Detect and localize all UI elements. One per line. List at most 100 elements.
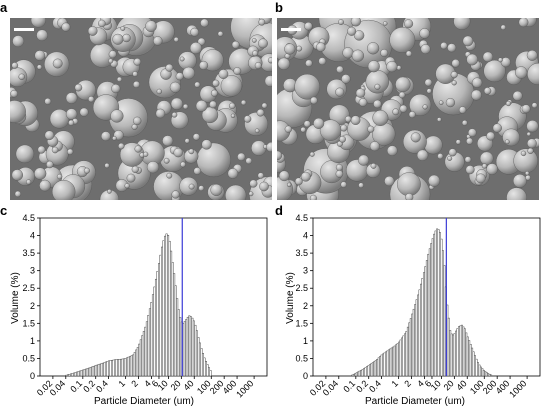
- histogram-bar: [92, 365, 95, 377]
- histogram-bar: [114, 359, 117, 377]
- sem-particle: [15, 144, 35, 164]
- histogram-bar: [195, 330, 198, 377]
- sem-particle: [112, 135, 117, 141]
- histogram-bar: [106, 361, 109, 377]
- sem-particle: [461, 120, 468, 126]
- sem-particle: [67, 148, 74, 155]
- sem-particle: [380, 49, 389, 58]
- histogram-bar: [111, 360, 113, 377]
- sem-particle: [428, 174, 441, 187]
- x-tick-label: 2: [129, 378, 140, 389]
- sem-particle: [12, 35, 25, 48]
- sem-particle: [465, 165, 475, 175]
- sem-particle: [170, 97, 184, 110]
- sem-particle: [277, 57, 291, 70]
- sem-particle: [14, 190, 22, 198]
- sem-particle: [351, 49, 365, 62]
- sem-particle: [111, 83, 121, 94]
- sem-particle: [240, 99, 247, 106]
- sem-particle: [46, 160, 54, 169]
- sem-particle: [284, 125, 292, 133]
- sem-particle: [266, 142, 272, 153]
- sem-particle: [396, 172, 421, 197]
- histogram-bar: [97, 364, 100, 377]
- sem-particle: [192, 133, 201, 141]
- x-tick-label: 6: [150, 378, 161, 389]
- sem-particle: [120, 26, 126, 31]
- histogram-bar: [107, 360, 110, 377]
- y-tick-label: 2: [303, 301, 308, 311]
- x-tick-label: 1000: [234, 378, 255, 399]
- sem-particle: [201, 106, 219, 124]
- sem-particle: [132, 80, 140, 88]
- sem-particle: [210, 89, 218, 97]
- sem-particle: [451, 59, 460, 68]
- sem-particle: [193, 167, 202, 175]
- sem-particle: [251, 38, 257, 43]
- sem-particle: [424, 78, 433, 87]
- sem-particle: [486, 131, 495, 141]
- sem-particle: [405, 193, 414, 200]
- panel-label-c: c: [0, 203, 7, 218]
- sem-particle: [355, 88, 366, 98]
- sem-particle: [447, 155, 453, 161]
- x-tick-label: 6: [423, 378, 434, 389]
- histogram-bar: [76, 371, 79, 377]
- sem-particle: [506, 187, 527, 200]
- sem-particle: [146, 161, 160, 174]
- histogram-bar: [124, 358, 127, 377]
- sem-particle: [34, 167, 47, 180]
- histogram-bar: [118, 359, 121, 377]
- sem-particle: [296, 45, 303, 52]
- sem-particle: [133, 58, 142, 66]
- histogram-bar: [94, 365, 97, 377]
- sem-particle: [83, 167, 90, 174]
- sem-particle: [505, 100, 512, 107]
- y-tick-label: 3: [303, 266, 308, 276]
- histogram-bar: [188, 315, 191, 377]
- sem-particle: [182, 66, 195, 80]
- sem-particle: [254, 62, 262, 70]
- sem-particle: [527, 147, 534, 155]
- sem-particle: [173, 36, 179, 43]
- sem-particle: [110, 109, 124, 123]
- sem-particle: [382, 21, 388, 26]
- sem-particle: [252, 50, 259, 57]
- sem-particle: [200, 18, 209, 28]
- y-tick-label: 1.5: [22, 318, 35, 328]
- sem-particle: [409, 93, 432, 116]
- sem-particle: [98, 19, 106, 28]
- sem-particle: [518, 18, 529, 28]
- sem-particle: [287, 182, 292, 188]
- sem-particle: [182, 103, 189, 110]
- sem-particle: [339, 135, 346, 143]
- sem-particle: [258, 38, 268, 49]
- sem-particle: [108, 58, 114, 64]
- sem-particle: [249, 179, 258, 188]
- sem-particle: [374, 83, 381, 90]
- x-tick-label: 0.4: [94, 378, 110, 394]
- sem-particle: [163, 157, 170, 164]
- sem-particle: [515, 66, 528, 79]
- sem-particle: [458, 106, 467, 114]
- sem-particle: [445, 97, 456, 108]
- x-tick-label: 0.04: [48, 378, 67, 397]
- sem-particle: [341, 74, 351, 84]
- y-tick-label: 2.5: [22, 283, 35, 293]
- sem-particle: [504, 139, 510, 145]
- sem-particle: [372, 109, 389, 126]
- sem-particle: [309, 194, 317, 200]
- sem-particle: [153, 36, 163, 46]
- histogram-bar: [198, 342, 201, 377]
- sem-particle: [398, 91, 406, 99]
- histogram-bar: [86, 368, 89, 377]
- y-tick-label: 1.5: [295, 318, 308, 328]
- sem-particle: [104, 163, 110, 169]
- y-tick-label: 1: [30, 336, 35, 346]
- y-tick-label: 0: [30, 371, 35, 381]
- histogram-bar: [156, 271, 159, 377]
- histogram-bar: [174, 285, 177, 377]
- sem-particle: [420, 44, 431, 55]
- sem-particle: [462, 35, 474, 47]
- sem-particle: [450, 71, 458, 79]
